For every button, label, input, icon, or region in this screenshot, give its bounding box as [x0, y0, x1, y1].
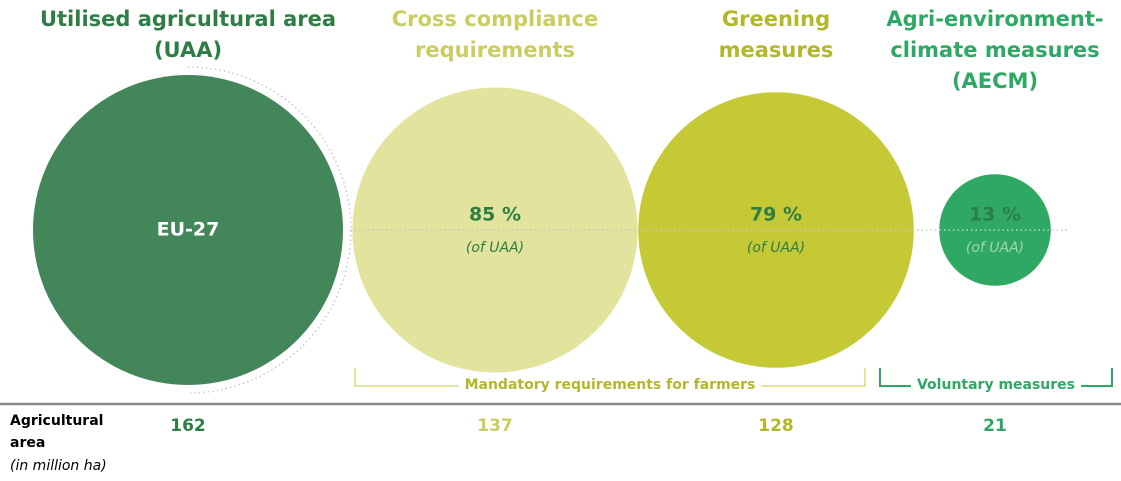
row-value: 128 — [758, 416, 794, 436]
group-label: Mandatory requirements for farmers — [465, 377, 756, 393]
bracket — [879, 368, 1113, 387]
category-title: Greening measures — [718, 7, 834, 62]
category-title: Utilised agricultural area (UAA) — [39, 7, 337, 62]
category-title: Agri-environment-climate measures (AECM) — [886, 7, 1104, 93]
circle-label: EU-27 — [157, 219, 220, 241]
share-label: 13 % — [969, 204, 1021, 226]
bubble — [638, 92, 914, 368]
category-title: Cross compliance requirements — [391, 7, 599, 62]
row-label: Agricultural area — [10, 413, 104, 451]
share-note: (of UAA) — [747, 240, 805, 256]
share-note: (of UAA) — [466, 240, 524, 256]
share-label: 85 % — [469, 204, 521, 226]
row-value: 137 — [477, 416, 513, 436]
share-note: (of UAA) — [966, 240, 1024, 256]
bubble — [33, 75, 343, 385]
row-value: 21 — [983, 416, 1007, 436]
share-label: 79 % — [750, 204, 802, 226]
bracket — [354, 368, 866, 387]
row-unit: (in million ha) — [10, 458, 107, 474]
group-label: Voluntary measures — [917, 377, 1075, 393]
row-value: 162 — [170, 416, 206, 436]
